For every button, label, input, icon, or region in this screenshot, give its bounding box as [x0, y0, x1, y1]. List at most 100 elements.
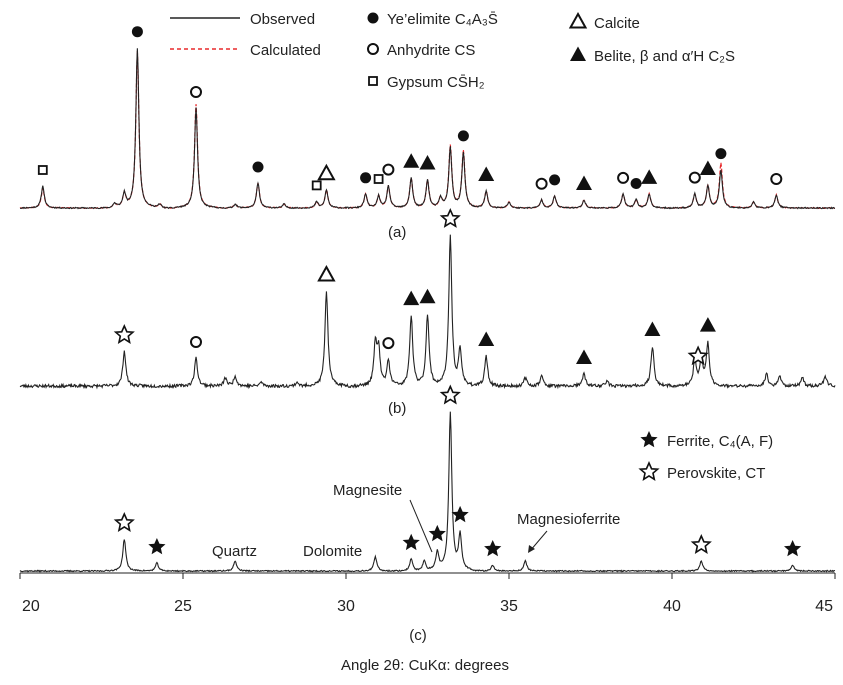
phase-legend-belite: Belite, β and α′H C₂S	[570, 46, 735, 65]
phase-legend-perovskite-name: Perovskite,	[667, 465, 741, 482]
marker-filled-star-c-2	[402, 533, 420, 551]
markers-b	[113, 207, 716, 366]
line-legend: Observed Calculated	[170, 11, 321, 59]
legend-observed-label: Observed	[250, 11, 315, 28]
marker-filled-star-c-1	[148, 538, 166, 555]
svg-text:Belite, β and α′H C₂S: Belite, β and α′H C₂S	[594, 48, 735, 65]
phase-legend-belite-marker	[570, 46, 586, 61]
panel-a: (a)	[19, 26, 836, 241]
phase-legend-belite-formula: β and α′H C₂S	[640, 48, 735, 65]
phase-legend-anhydrite: Anhydrite CS	[367, 42, 475, 59]
phase-legend-ferrite-formula: C₄(A, F)	[719, 433, 773, 450]
x-tick-label-45: 45	[815, 598, 833, 615]
annotation-dolomite: Dolomite	[303, 543, 362, 560]
marker-open-star-b-10	[687, 345, 709, 366]
annotation-quartz: Quartz	[212, 543, 257, 560]
marker-filled-triangle-b-7	[478, 331, 495, 346]
marker-open-circle-a-22	[770, 173, 783, 185]
x-tick-label-40: 40	[663, 598, 681, 615]
marker-filled-triangle-a-18	[641, 169, 658, 184]
marker-filled-triangle-a-10	[419, 155, 436, 170]
series-observed-b	[19, 234, 836, 390]
marker-open-triangle-a-5	[317, 163, 336, 181]
annotation-magnesite-leader	[409, 499, 433, 553]
panel-label-c: (c)	[409, 627, 427, 644]
marker-filled-circle-a-14	[549, 174, 561, 186]
marker-filled-star-c-3	[428, 524, 446, 542]
annotation-magnesioferrite: Magnesioferrite	[517, 511, 620, 528]
svg-text:Ye’elimite C₄A₃S̄: Ye’elimite C₄A₃S̄	[387, 11, 498, 28]
x-axis: 20 25 30 35 40 45 (c) Angle 2θ: CuKα: degrees	[19, 572, 836, 674]
series-observed-a	[19, 48, 836, 210]
svg-text:Gypsum CS̄H₂: Gypsum CS̄H₂	[387, 74, 485, 91]
phase-legend-anhydrite-name: Anhydrite	[387, 42, 450, 59]
phase-legend-yeelimite-name: Ye’elimite	[387, 11, 451, 28]
marker-open-circle-a-1	[190, 86, 202, 98]
svg-text:Calcite: Calcite	[594, 15, 640, 32]
marker-open-circle-a-19	[688, 171, 701, 184]
panel-label-b: (b)	[388, 400, 406, 417]
marker-filled-circle-a-3	[252, 161, 264, 173]
panel-label-a: (a)	[388, 224, 406, 241]
phase-legend-calcite: Calcite	[568, 11, 640, 32]
phase-legend-calcite-name: Calcite	[594, 15, 640, 32]
phase-legend-ferrite: Ferrite, C₄(A, F)	[640, 431, 773, 450]
phase-legend-anhydrite-marker	[367, 43, 379, 55]
phase-legend-ferrite-marker	[640, 431, 658, 448]
marker-open-square-a-4	[311, 180, 322, 191]
panel-b: (b)	[19, 207, 836, 417]
marker-open-square-a-7	[373, 174, 384, 184]
marker-open-star-c-0	[113, 512, 135, 532]
x-ticks: 20 25 30 35 40 45	[19, 573, 836, 615]
phase-legend-perovskite-marker	[638, 461, 660, 481]
annotation-magnesioferrite-arrowhead	[528, 545, 535, 553]
marker-filled-triangle-a-12	[478, 166, 495, 181]
marker-open-triangle-b-2	[317, 264, 336, 282]
marker-open-star-c-7	[690, 534, 712, 554]
svg-text:Anhydrite CS: Anhydrite CS	[387, 42, 475, 59]
x-tick-label-35: 35	[500, 598, 518, 615]
x-tick-label-20: 20	[22, 598, 40, 615]
series-observed-c	[19, 411, 836, 573]
marker-filled-triangle-b-4	[403, 290, 420, 306]
phase-legend-calcite-marker	[568, 11, 588, 29]
phase-legend-ferrite-name: Ferrite,	[667, 433, 715, 450]
marker-filled-star-c-8	[784, 540, 802, 557]
phase-legend: Ye’elimite C₄A₃S̄ Anhydrite CS Gypsum CS…	[367, 11, 773, 482]
marker-filled-triangle-a-15	[576, 175, 592, 190]
legend-calculated-label: Calculated	[250, 42, 321, 59]
phase-legend-gypsum: Gypsum CS̄H₂	[368, 74, 485, 91]
phase-legend-gypsum-name: Gypsum	[387, 74, 443, 91]
svg-text:Ferrite, C₄(A, F): Ferrite, C₄(A, F)	[667, 433, 773, 450]
x-axis-title: Angle 2θ: CuKα: degrees	[341, 657, 509, 674]
phase-legend-gypsum-marker	[368, 76, 378, 86]
marker-open-star-c-4	[439, 384, 461, 405]
marker-open-circle-a-16	[617, 171, 630, 184]
markers-a	[37, 26, 783, 191]
marker-filled-circle-a-6	[360, 172, 372, 184]
panel-c: Quartz Dolomite Magnesite Magnesioferrit…	[19, 384, 836, 573]
marker-filled-triangle-b-5	[419, 288, 436, 304]
x-tick-label-30: 30	[337, 598, 355, 615]
marker-filled-star-c-5	[451, 505, 469, 523]
marker-filled-triangle-b-9	[644, 321, 661, 336]
marker-filled-triangle-a-20	[699, 160, 716, 175]
marker-filled-star-c-6	[484, 540, 502, 557]
markers-c	[113, 384, 802, 557]
svg-text:Perovskite, CT: Perovskite, CT	[667, 465, 765, 482]
marker-open-circle-a-8	[382, 163, 395, 176]
marker-filled-circle-a-17	[630, 178, 642, 189]
marker-filled-circle-a-21	[715, 148, 727, 160]
phase-legend-anhydrite-formula: CS	[455, 42, 476, 59]
marker-filled-circle-a-0	[131, 26, 143, 38]
marker-open-circle-b-3	[382, 337, 395, 350]
phase-legend-gypsum-formula: CS̄H₂	[447, 74, 485, 91]
marker-open-circle-b-1	[190, 336, 202, 348]
phase-legend-perovskite: Perovskite, CT	[638, 461, 765, 482]
x-tick-label-25: 25	[174, 598, 192, 615]
marker-open-star-b-6	[439, 207, 461, 228]
phase-legend-yeelimite-formula: C₄A₃S̄	[455, 11, 498, 28]
marker-open-star-b-0	[113, 324, 135, 344]
phase-legend-yeelimite-marker	[367, 12, 379, 24]
